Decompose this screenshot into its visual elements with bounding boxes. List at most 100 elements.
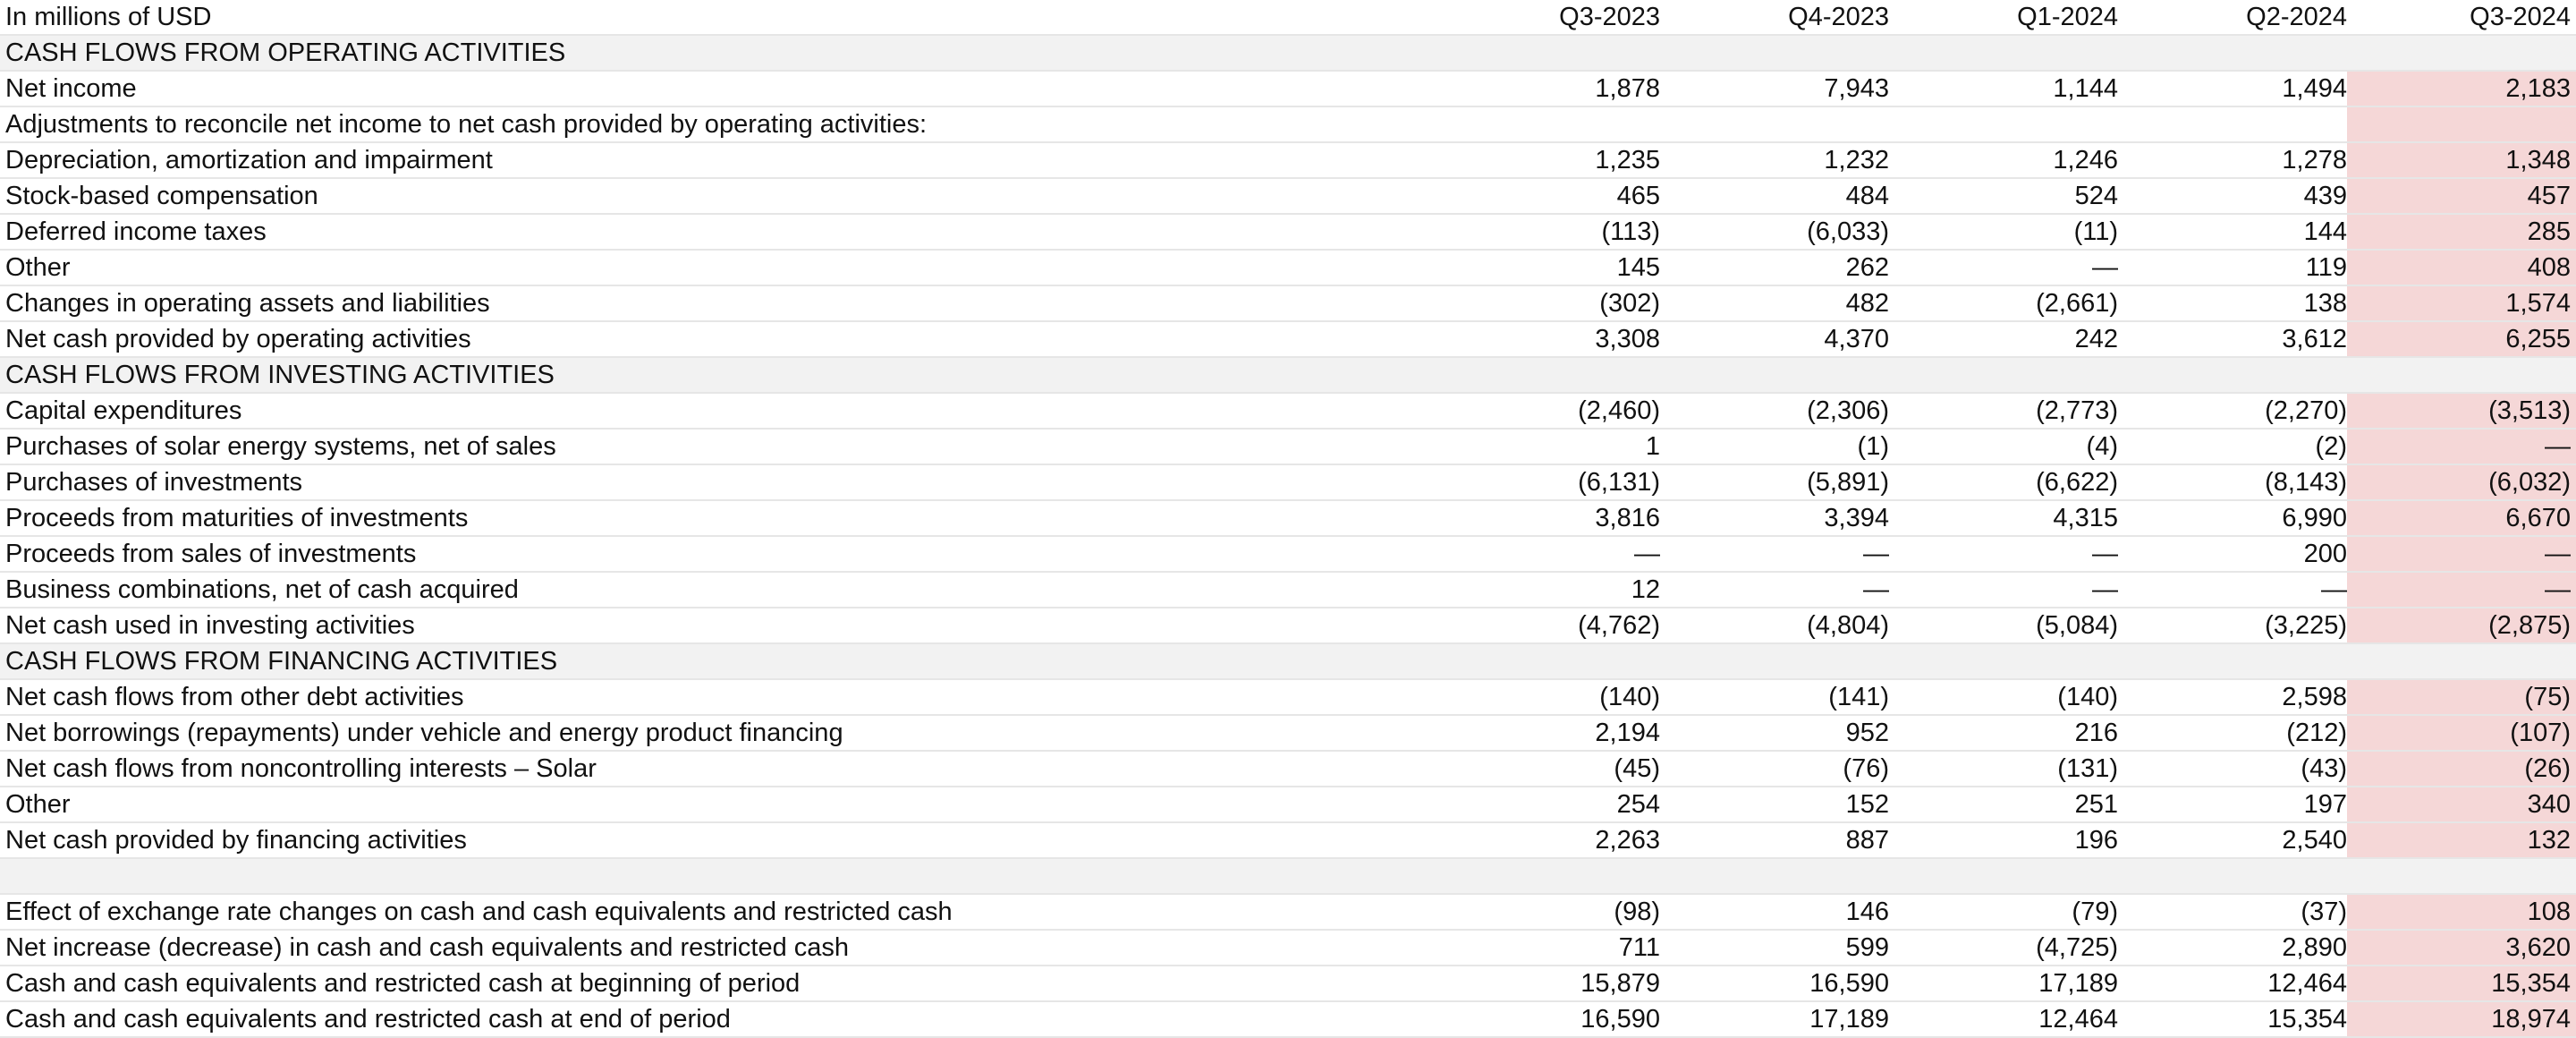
column-header-q1-2024: Q1-2024 [1889,0,2118,36]
row-label: Net cash flows from noncontrolling inter… [0,751,1431,787]
value-cell: 3,816 [1431,500,1660,537]
value-cell [1660,35,1889,72]
value-cell: 262 [1660,250,1889,286]
row-label: Net borrowings (repayments) under vehicl… [0,715,1431,752]
value-cell: 1,232 [1660,142,1889,179]
section-header-row: CASH FLOWS FROM FINANCING ACTIVITIES [0,643,2576,680]
value-cell: 251 [1889,787,2118,823]
value-cell: 16,590 [1660,966,1889,1002]
value-cell: 1,878 [1431,71,1660,107]
value-cell: (5,891) [1660,464,1889,501]
value-cell: 711 [1431,930,1660,966]
value-cell: 2,263 [1431,822,1660,859]
value-cell: 2,890 [2118,930,2347,966]
value-cell: — [1660,536,1889,573]
table-row: Depreciation, amortization and impairmen… [0,142,2576,179]
value-cell [2118,35,2347,72]
value-cell: 200 [2118,536,2347,573]
value-cell [1889,106,2118,143]
highlighted-value-cell: — [2347,429,2576,465]
highlighted-value-cell: — [2347,536,2576,573]
value-cell: 484 [1660,178,1889,215]
value-cell: (2,306) [1660,393,1889,430]
value-cell: (2,270) [2118,393,2347,430]
value-cell: (4) [1889,429,2118,465]
value-cell: 15,354 [2118,1001,2347,1038]
value-cell: 12,464 [2118,966,2347,1002]
value-cell: (43) [2118,751,2347,787]
section-title: CASH FLOWS FROM INVESTING ACTIVITIES [0,357,1431,394]
value-cell: 1,246 [1889,142,2118,179]
table-row: Deferred income taxes (113) (6,033) (11) 144… [0,214,2576,251]
table-row: Cash and cash equivalents and restricted… [0,966,2576,1002]
highlighted-value-cell: 1,574 [2347,285,2576,322]
value-cell: — [1889,536,2118,573]
value-cell: 7,943 [1660,71,1889,107]
value-cell: (4,762) [1431,608,1660,644]
value-cell: 138 [2118,285,2347,322]
value-cell: (140) [1431,679,1660,716]
value-cell: — [1889,250,2118,286]
row-label: Net cash used in investing activities [0,608,1431,644]
table-row: Purchases of solar energy systems, net o… [0,429,2576,465]
value-cell [2118,106,2347,143]
value-cell [1889,643,2118,680]
table-row: Net cash flows from other debt activitie… [0,679,2576,716]
value-cell: 952 [1660,715,1889,752]
value-cell: (79) [1889,894,2118,931]
value-cell: 3,308 [1431,321,1660,358]
section-header-row: CASH FLOWS FROM OPERATING ACTIVITIES [0,35,2576,72]
row-label: Other [0,250,1431,286]
value-cell: (6,131) [1431,464,1660,501]
column-header-q2-2024: Q2-2024 [2118,0,2347,36]
value-cell: 15,879 [1431,966,1660,1002]
column-header-q3-2024: Q3-2024 [2347,0,2576,36]
highlighted-value-cell: 108 [2347,894,2576,931]
row-label: Purchases of investments [0,464,1431,501]
value-cell: (2,661) [1889,285,2118,322]
section-title: CASH FLOWS FROM OPERATING ACTIVITIES [0,35,1431,72]
row-label: Proceeds from sales of investments [0,536,1431,573]
value-cell: 144 [2118,214,2347,251]
value-cell: 3,394 [1660,500,1889,537]
highlighted-value-cell: 6,670 [2347,500,2576,537]
value-cell: (212) [2118,715,2347,752]
value-cell: 146 [1660,894,1889,931]
section-header-row: CASH FLOWS FROM INVESTING ACTIVITIES [0,357,2576,394]
row-label: Capital expenditures [0,393,1431,430]
row-label [0,858,1431,895]
table-body: CASH FLOWS FROM OPERATING ACTIVITIES Net … [0,35,2576,1038]
row-label: Proceeds from maturities of investments [0,500,1431,537]
value-cell [2118,357,2347,394]
table-row: Business combinations, net of cash acqui… [0,572,2576,608]
value-cell: (6,622) [1889,464,2118,501]
value-cell [1889,858,2118,895]
value-cell: (141) [1660,679,1889,716]
highlighted-value-cell: (2,875) [2347,608,2576,644]
value-cell: 465 [1431,178,1660,215]
value-cell: 4,370 [1660,321,1889,358]
highlighted-value-cell: (26) [2347,751,2576,787]
value-cell: 119 [2118,250,2347,286]
row-label: Depreciation, amortization and impairmen… [0,142,1431,179]
value-cell: 6,990 [2118,500,2347,537]
value-cell: 1,235 [1431,142,1660,179]
highlighted-value-cell: — [2347,572,2576,608]
highlighted-value-cell [2347,858,2576,895]
highlighted-value-cell: (107) [2347,715,2576,752]
highlighted-value-cell: (3,513) [2347,393,2576,430]
table-row: Capital expenditures (2,460) (2,306) (2,773… [0,393,2576,430]
highlighted-value-cell [2347,643,2576,680]
column-header-q4-2023: Q4-2023 [1660,0,1889,36]
section-title: CASH FLOWS FROM FINANCING ACTIVITIES [0,643,1431,680]
value-cell: 1,144 [1889,71,2118,107]
highlighted-value-cell: 408 [2347,250,2576,286]
highlighted-value-cell [2347,35,2576,72]
units-label: In millions of USD [0,0,1431,36]
table-row: Net cash flows from noncontrolling inter… [0,751,2576,787]
row-label: Business combinations, net of cash acqui… [0,572,1431,608]
value-cell: 1,278 [2118,142,2347,179]
table-row: Stock-based compensation 465 484 524 439 457 [0,178,2576,215]
highlighted-value-cell: 340 [2347,787,2576,823]
value-cell: 145 [1431,250,1660,286]
